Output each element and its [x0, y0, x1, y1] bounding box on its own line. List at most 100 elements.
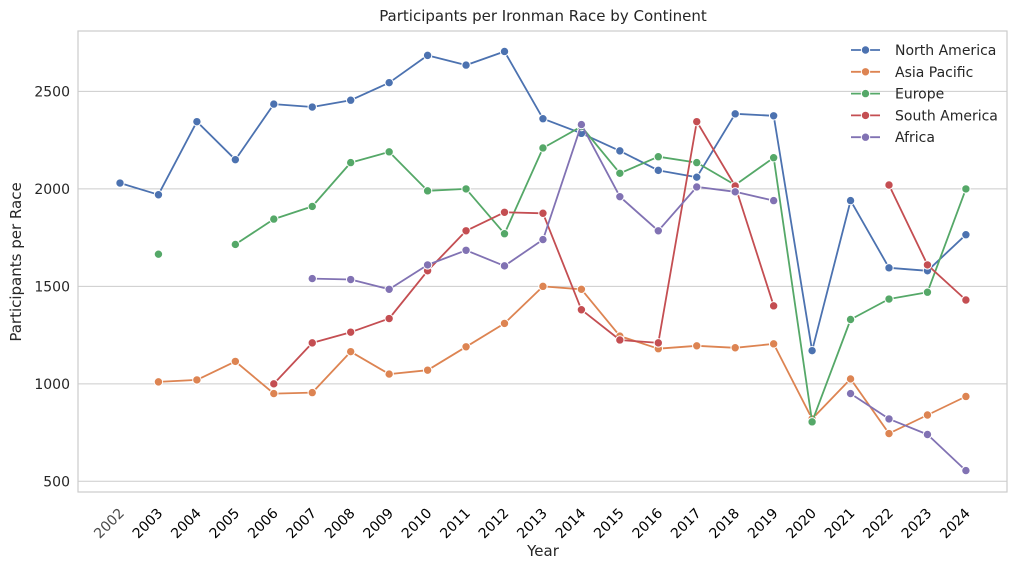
x-tick-label: 2014 — [553, 505, 590, 542]
y-tick-label: 2500 — [34, 84, 70, 100]
x-tick-label: 2018 — [707, 506, 744, 543]
x-tick-label: 2003 — [130, 506, 167, 543]
data-point — [576, 305, 587, 315]
data-point — [115, 178, 125, 188]
y-tick-label: 1500 — [34, 279, 70, 295]
data-point — [845, 195, 856, 206]
series-line — [158, 285, 967, 435]
data-point — [884, 180, 894, 190]
x-tick-label: 2024 — [937, 505, 974, 542]
series-line — [888, 184, 967, 301]
data-point — [922, 429, 933, 440]
series-group — [115, 46, 971, 476]
data-point — [884, 263, 894, 273]
data-point — [845, 314, 856, 325]
data-point — [884, 428, 894, 439]
data-point — [961, 184, 971, 194]
data-point — [384, 313, 394, 324]
legend-label: Asia Pacific — [895, 65, 973, 81]
data-point — [269, 99, 279, 109]
data-point — [730, 109, 740, 119]
data-point — [538, 114, 548, 124]
legend-marker — [860, 110, 871, 121]
series-europe — [153, 121, 971, 427]
data-point — [615, 146, 625, 156]
x-tick-label: 2010 — [399, 506, 436, 543]
data-point — [422, 365, 433, 375]
data-point — [499, 46, 510, 57]
data-point — [922, 260, 933, 270]
data-point — [307, 387, 317, 398]
chart-title: Participants per Ironman Race by Contine… — [379, 7, 707, 25]
data-point — [884, 294, 894, 304]
data-point — [807, 417, 817, 427]
data-point — [845, 388, 856, 399]
legend-label: South America — [895, 108, 998, 124]
data-point — [768, 195, 779, 206]
y-axis-label: Participants per Race — [7, 182, 25, 341]
legend-marker — [860, 45, 871, 55]
data-point — [768, 153, 779, 163]
data-point — [768, 111, 779, 121]
data-point — [538, 143, 548, 153]
data-point — [922, 410, 933, 420]
data-point — [230, 154, 241, 165]
legend-label: Europe — [895, 87, 944, 103]
legend-marker — [860, 132, 871, 142]
data-point — [461, 60, 471, 70]
x-tick-label: 2008 — [322, 506, 359, 543]
series-africa — [307, 119, 971, 476]
data-point — [384, 147, 394, 157]
data-point — [615, 335, 625, 345]
data-point — [461, 245, 471, 255]
data-point — [692, 116, 702, 127]
data-point — [884, 414, 894, 424]
x-axis-ticks: 2002 2003 2004 2005 2006 2007 2008 2009 2010 2011… — [91, 505, 973, 542]
data-point — [153, 190, 164, 200]
legend-marker — [860, 88, 871, 99]
data-point — [845, 374, 856, 384]
series-asia-pacific — [153, 281, 971, 439]
x-tick-label: 2023 — [899, 506, 936, 543]
data-point — [538, 208, 548, 218]
data-point — [346, 274, 356, 285]
y-tick-label: 1000 — [34, 377, 70, 393]
data-point — [230, 239, 241, 250]
legend-marker — [860, 67, 871, 77]
x-axis-label: Year — [526, 542, 560, 560]
data-point — [461, 184, 471, 194]
data-point — [692, 341, 702, 351]
data-point — [269, 388, 279, 399]
x-tick-label: 2015 — [591, 506, 628, 543]
data-point — [653, 165, 663, 176]
data-point — [692, 172, 702, 182]
data-point — [768, 301, 779, 311]
data-point — [692, 157, 702, 168]
y-tick-label: 500 — [43, 474, 70, 490]
data-point — [768, 339, 779, 349]
x-tick-label: 2022 — [860, 506, 897, 543]
x-tick-label: 2021 — [822, 506, 859, 543]
data-point — [922, 287, 933, 297]
data-point — [192, 116, 202, 127]
data-point — [461, 226, 471, 236]
x-tick-label: 2017 — [668, 506, 705, 543]
data-point — [615, 168, 625, 178]
data-point — [269, 214, 279, 224]
x-tick-label: 2013 — [514, 506, 551, 543]
data-point — [538, 234, 548, 245]
data-point — [153, 249, 164, 259]
data-point — [384, 77, 394, 88]
data-point — [269, 379, 279, 389]
series-south-america — [269, 116, 971, 389]
data-point — [615, 191, 625, 202]
x-tick-label: 2016 — [630, 505, 667, 542]
data-point — [576, 119, 587, 130]
series-line — [119, 50, 967, 352]
plot-frame — [77, 30, 1008, 493]
data-point — [499, 207, 510, 217]
data-point — [461, 342, 471, 352]
data-point — [346, 327, 356, 337]
data-point — [653, 338, 663, 348]
